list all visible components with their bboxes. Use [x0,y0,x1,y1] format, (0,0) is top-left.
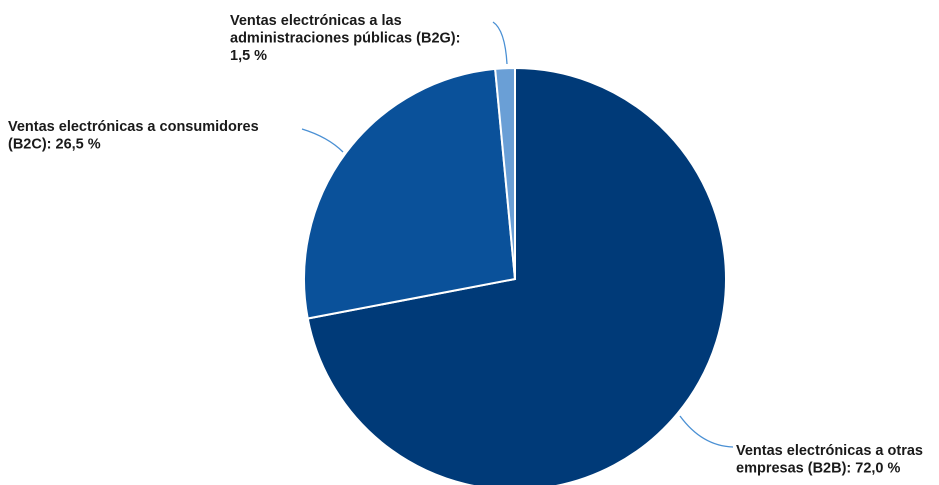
slice-label-line: (B2C): 26,5 % [8,137,101,153]
slice-label-b2b: Ventas electrónicas a otras empresas (B2B… [736,443,923,477]
slice-label-line: Ventas electrónicas a otras [736,443,923,459]
slice-label-line: 1,5 % [230,48,267,64]
leader-line-b2g [492,21,508,65]
pie-slice-b2g [494,66,516,280]
slice-label-line: empresas (B2B): 72,0 % [736,461,901,477]
slice-label-line: Ventas electrónicas a consumidores [8,119,259,135]
slice-label-b2c: Ventas electrónicas a consumidores (B2C):… [8,119,259,153]
pie-slice-b2b [306,66,727,485]
leader-lines [301,21,734,448]
pie-slices [303,66,727,485]
slice-labels: Ventas electrónicas a otras empresas (B2B… [8,13,923,477]
pie-slice-b2c [303,67,517,320]
slice-label-line: Ventas electrónicas a las [230,13,402,29]
slice-label-line: administraciones públicas (B2G): [230,31,460,47]
leader-line-b2b [679,415,734,448]
slice-label-b2g: Ventas electrónicas a las administracione… [230,13,460,64]
leader-line-b2c [301,128,344,153]
